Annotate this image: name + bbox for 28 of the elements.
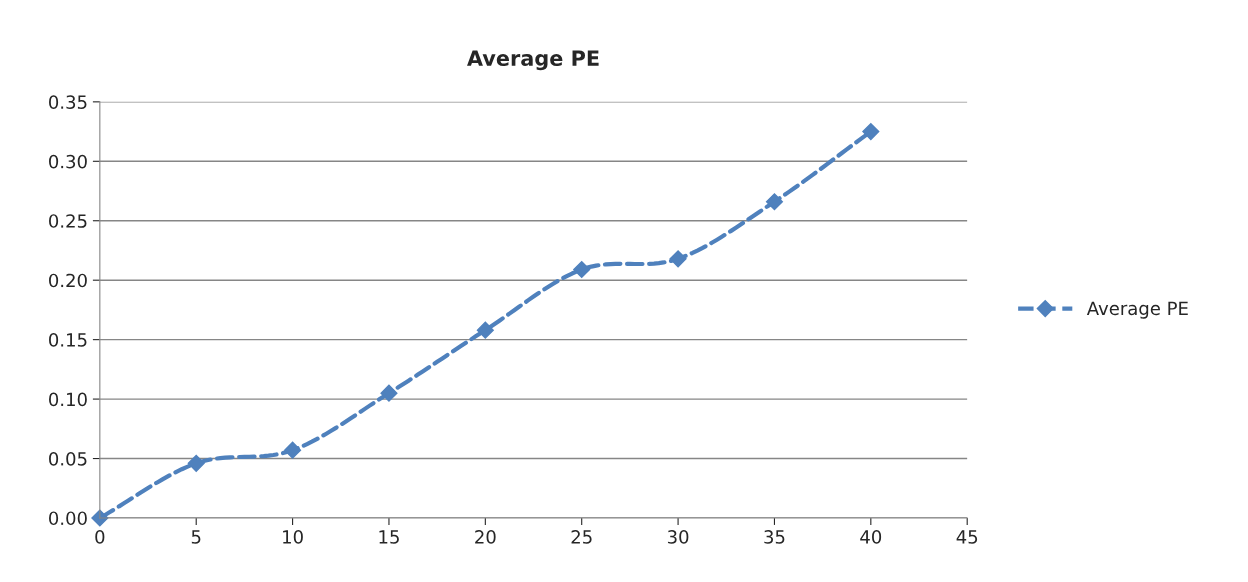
x-tick-label: 25 <box>571 530 592 544</box>
point <box>765 193 784 211</box>
x-tick-label: 30 <box>667 530 689 544</box>
x-tick-label: 10 <box>283 530 303 544</box>
x-tick-label: 20 <box>475 530 496 544</box>
legend-label: Average PE <box>1086 301 1188 319</box>
point <box>284 441 302 459</box>
y-tick-label: 0.05 <box>49 451 87 466</box>
y-tick-label: 0.35 <box>49 95 87 109</box>
y-tick-label: 0.25 <box>49 214 87 228</box>
point <box>573 260 591 279</box>
y-tick-label: 0.30 <box>49 154 87 169</box>
x-tick-label: 5 <box>191 530 201 544</box>
y-tick-label: 0.00 <box>49 511 87 526</box>
chart-title: Average PE <box>467 50 599 71</box>
y-tick-label: 0.15 <box>49 333 87 347</box>
x-tick-label: 35 <box>764 530 785 544</box>
x-tick-label: 45 <box>956 530 978 544</box>
y-tick-label: 0.20 <box>49 273 87 288</box>
y-tick-label: 0.10 <box>49 392 87 407</box>
point <box>476 321 494 339</box>
point <box>862 123 880 141</box>
point <box>669 250 687 268</box>
x-tick-label: 40 <box>860 530 882 544</box>
x-tick-label: 15 <box>379 530 399 544</box>
point <box>380 384 398 402</box>
x-tick-label: 0 <box>95 530 105 544</box>
point <box>187 454 205 472</box>
